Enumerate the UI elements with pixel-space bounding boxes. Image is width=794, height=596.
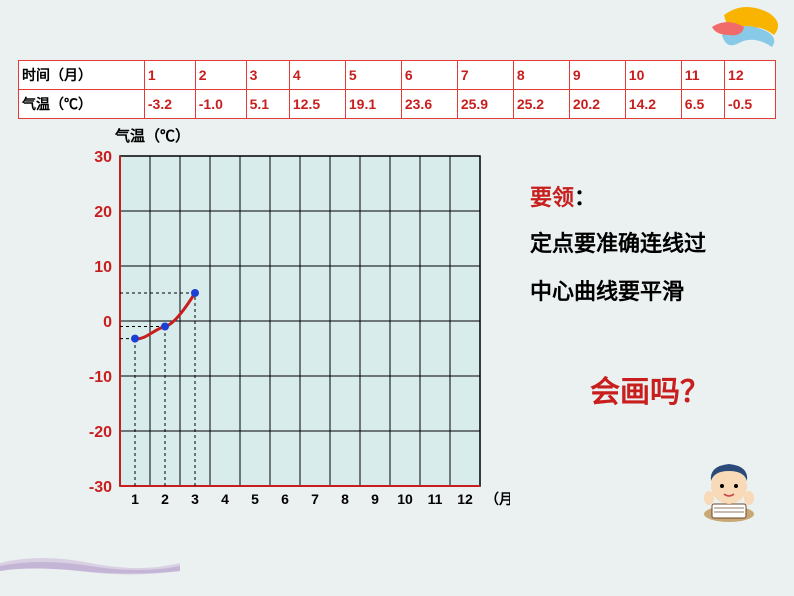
svg-text:1: 1 xyxy=(131,491,139,507)
svg-text:30: 30 xyxy=(94,151,112,166)
svg-text:9: 9 xyxy=(371,491,379,507)
svg-text:11: 11 xyxy=(428,491,443,507)
corner-decoration xyxy=(694,5,784,50)
svg-text:3: 3 xyxy=(191,491,199,507)
instruction-line: 中心曲线要平滑 xyxy=(530,268,770,316)
svg-text:8: 8 xyxy=(341,491,349,507)
data-table: 时间（月） 1 2 3 4 5 6 7 8 9 10 11 12 气温（℃） -… xyxy=(18,60,776,119)
key-label: 要领 xyxy=(530,185,574,210)
svg-text:0: 0 xyxy=(103,314,112,331)
colon: ： xyxy=(574,185,596,210)
question-text: 会画吗？ xyxy=(590,367,770,411)
mascot-icon xyxy=(694,456,764,526)
bottom-accent xyxy=(0,553,180,578)
svg-text:-30: -30 xyxy=(89,479,112,496)
svg-text:10: 10 xyxy=(397,491,413,507)
row-label: 气温（℃） xyxy=(19,90,145,119)
svg-text:-20: -20 xyxy=(89,424,112,441)
row-label: 时间（月） xyxy=(19,61,145,90)
svg-text:12: 12 xyxy=(457,491,473,507)
instruction-line: 定点要准确连线过 xyxy=(530,220,770,268)
svg-text:4: 4 xyxy=(221,491,229,507)
svg-text:5: 5 xyxy=(251,491,259,507)
chart-plot: 3020100-10-20-30123456789101112（月） xyxy=(60,151,510,521)
table-row: 气温（℃） -3.2 -1.0 5.1 12.5 19.1 23.6 25.9 … xyxy=(19,90,776,119)
table-row: 时间（月） 1 2 3 4 5 6 7 8 9 10 11 12 xyxy=(19,61,776,90)
y-axis-title: 气温（℃） xyxy=(115,125,510,146)
svg-text:2: 2 xyxy=(161,491,169,507)
svg-text:20: 20 xyxy=(94,204,112,221)
svg-text:（月）: （月） xyxy=(485,491,510,507)
svg-text:-10: -10 xyxy=(89,369,112,386)
instructions-panel: 要领： 定点要准确连线过 中心曲线要平滑 会画吗？ xyxy=(530,180,770,411)
svg-text:7: 7 xyxy=(311,491,319,507)
svg-text:10: 10 xyxy=(94,259,112,276)
svg-text:6: 6 xyxy=(281,491,289,507)
temperature-chart: 气温（℃） 3020100-10-20-30123456789101112（月） xyxy=(60,125,510,521)
